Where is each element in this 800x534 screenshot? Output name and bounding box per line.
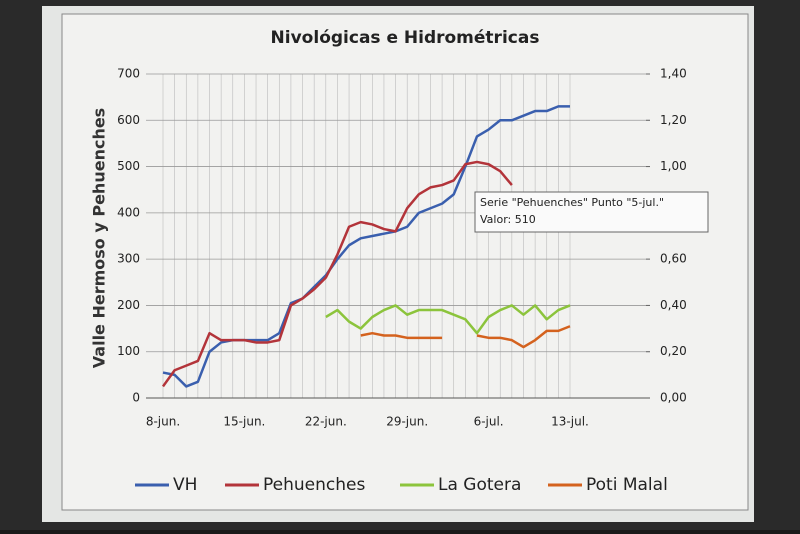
tooltip-text: Serie "Pehuenches" Punto "5-jul." — [480, 196, 664, 209]
y2-tick-label: 0,00 — [660, 391, 687, 405]
x-tick-label: 22-jun. — [305, 415, 347, 429]
y-tick-label: 700 — [117, 67, 140, 81]
chart-title: Nivológicas e Hidrométricas — [271, 28, 540, 48]
chart-border — [61, 13, 749, 511]
y2-tick-label: 0,20 — [660, 344, 687, 358]
series-line — [325, 304, 571, 335]
y-tick-label: 400 — [117, 205, 140, 219]
y2-tick-label: 1,00 — [660, 159, 687, 173]
x-tick-label: 29-jun. — [386, 415, 428, 429]
y-axis-title: Valle Hermoso y Pehuenches — [90, 108, 109, 368]
x-tick-label: 8-jun. — [146, 415, 180, 429]
series-line — [161, 160, 513, 388]
tooltip-box — [474, 191, 709, 233]
legend-label: VH — [173, 475, 197, 495]
y-tick-label: 300 — [117, 252, 140, 266]
y-tick-label: 200 — [117, 298, 140, 312]
y2-tick-label: 0,60 — [660, 252, 687, 266]
series-line — [476, 325, 571, 349]
x-tick-label: 6-jul. — [474, 415, 504, 429]
y2-tick-label: 1,20 — [660, 113, 687, 127]
y-tick-label: 100 — [117, 344, 140, 358]
y-tick-label: 0 — [132, 391, 140, 405]
tooltip-text: Valor: 510 — [480, 213, 536, 226]
y2-tick-label: 0,40 — [660, 298, 687, 312]
y-tick-label: 500 — [117, 159, 140, 173]
legend-label: Pehuenches — [263, 475, 365, 495]
legend-label: La Gotera — [438, 475, 521, 495]
series-line — [360, 331, 443, 340]
y2-tick-label: 1,40 — [660, 67, 687, 81]
x-tick-label: 13-jul. — [551, 415, 589, 429]
legend-label: Poti Malal — [586, 475, 668, 495]
y-tick-label: 600 — [117, 113, 140, 127]
x-tick-label: 15-jun. — [223, 415, 265, 429]
